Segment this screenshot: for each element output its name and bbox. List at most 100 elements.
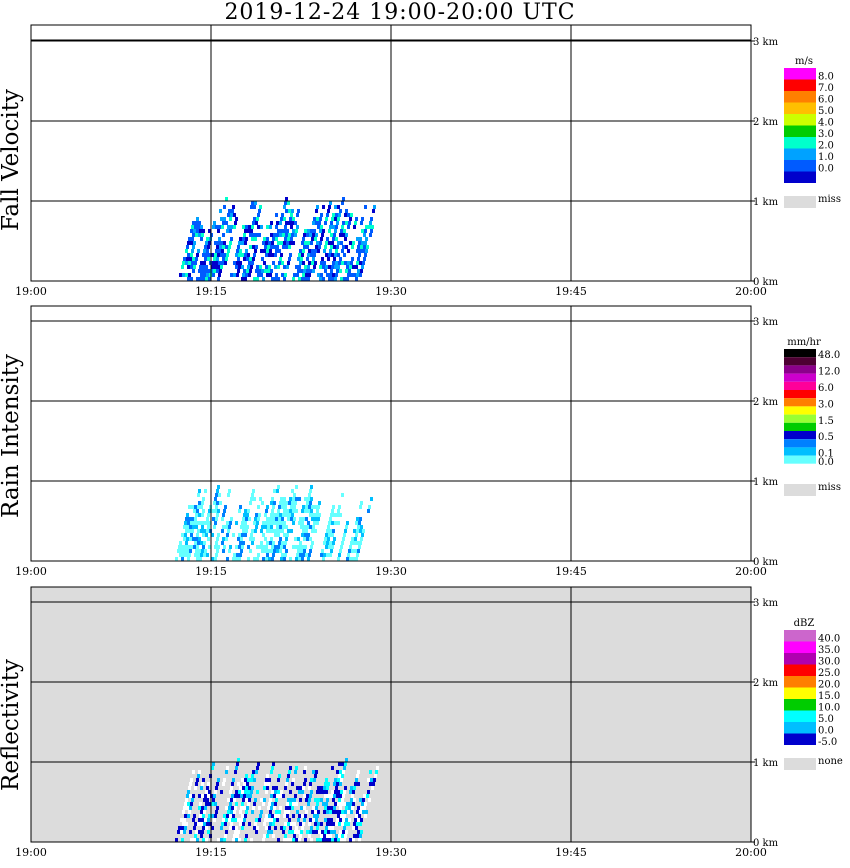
fall-velocity-echo-cell <box>211 265 214 269</box>
fall-velocity-echo-cell <box>186 245 189 249</box>
rain-intensity-echo-cell <box>303 537 306 541</box>
reflectivity-echo-cell <box>216 806 219 810</box>
reflectivity-echo-cell <box>360 818 363 822</box>
fall-velocity-echo-cell <box>339 269 342 273</box>
fall-velocity-echo-cell <box>230 225 233 229</box>
reflectivity-echo-cell <box>274 814 277 818</box>
rain-intensity-echo-cell <box>311 505 314 509</box>
fall-velocity-echo-cell <box>217 241 220 245</box>
fall-velocity-echo-cell <box>238 265 241 269</box>
rain-intensity-echo-cell <box>198 549 201 553</box>
fall-velocity-echo-cell <box>283 205 286 209</box>
fall-velocity-echo-cell <box>328 241 331 245</box>
reflectivity-echo-cell <box>324 806 327 810</box>
reflectivity-echo-cell <box>286 778 289 782</box>
rain-intensity-legend-label: 0.5 <box>818 432 834 443</box>
fall-velocity-echo-cell <box>333 233 336 237</box>
reflectivity-echo-cell <box>324 830 327 834</box>
fall-velocity-echo-cell <box>234 221 237 225</box>
fall-velocity-echo-cell <box>197 225 200 229</box>
fall-velocity-echo-cell <box>199 277 202 281</box>
rain-intensity-echo-cell <box>228 489 231 493</box>
reflectivity-echo-cell <box>213 794 216 798</box>
fall-velocity-echo-cell <box>265 241 268 245</box>
rain-intensity-echo-cell <box>291 501 294 505</box>
fall-velocity-echo-cell <box>236 261 239 265</box>
reflectivity-echo-cell <box>229 814 232 818</box>
reflectivity-echo-cell <box>192 818 195 822</box>
fall-velocity-echo-cell <box>266 249 269 253</box>
rain-intensity-echo-cell <box>324 537 327 541</box>
rain-intensity-echo-cell <box>282 525 285 529</box>
fall-velocity-echo-cell <box>271 253 274 257</box>
fall-velocity-echo-cell <box>238 253 241 257</box>
fall-velocity-echo-cell <box>338 213 341 217</box>
fall-velocity-echo-cell <box>232 205 235 209</box>
fall-velocity-echo-cell <box>187 277 190 281</box>
fall-velocity-echo-cell <box>221 249 224 253</box>
reflectivity-legend-missing-label: none <box>818 756 843 767</box>
rain-intensity-echo-cell <box>273 489 276 493</box>
fall-velocity-echo-cell <box>357 245 360 249</box>
reflectivity-echo-cell <box>299 834 302 838</box>
rain-intensity-echo-cell <box>312 513 315 517</box>
fall-velocity-echo-cell <box>335 261 338 265</box>
fall-velocity-echo-cell <box>280 217 283 221</box>
rain-intensity-echo-cell <box>330 513 333 517</box>
fall-velocity-echo-cell <box>225 257 228 261</box>
fall-velocity-echo-cell <box>366 245 369 249</box>
reflectivity-legend-label: 35.0 <box>818 645 840 656</box>
reflectivity-xtick-label: 19:30 <box>375 846 407 859</box>
fall-velocity-echo-cell <box>255 221 258 225</box>
reflectivity-echo-cell <box>272 822 275 826</box>
rain-intensity-echo-cell <box>307 521 310 525</box>
reflectivity-echo-cell <box>303 818 306 822</box>
reflectivity-echo-cell <box>321 830 324 834</box>
fall-velocity-echo-cell <box>270 269 273 273</box>
fall-velocity-echo-cell <box>292 277 295 281</box>
fall-velocity-echo-cell <box>206 249 209 253</box>
rain-intensity-echo-cell <box>327 537 330 541</box>
fall-velocity-echo-cell <box>345 245 348 249</box>
reflectivity-echo-cell <box>267 806 270 810</box>
reflectivity-echo-cell <box>363 794 366 798</box>
reflectivity-echo-cell <box>227 798 230 802</box>
reflectivity-echo-cell <box>265 814 268 818</box>
fall-velocity-echo-cell <box>262 241 265 245</box>
rain-intensity-echo-cell <box>265 545 268 549</box>
fall-velocity-echo-cell <box>269 225 272 229</box>
rain-intensity-echo-cell <box>250 533 253 537</box>
reflectivity-echo-cell <box>253 826 256 830</box>
reflectivity-ytick-label: 0 km <box>753 838 779 849</box>
reflectivity-echo-cell <box>240 818 243 822</box>
reflectivity-echo-cell <box>198 830 201 834</box>
fall-velocity-echo-cell <box>295 265 298 269</box>
rain-intensity-echo-cell <box>228 549 231 553</box>
fall-velocity-echo-cell <box>282 233 285 237</box>
fall-velocity-echo-cell <box>190 229 193 233</box>
fall-velocity-echo-cell <box>257 213 260 217</box>
reflectivity-echo-cell <box>289 790 292 794</box>
rain-intensity-echo-cell <box>251 529 254 533</box>
rain-intensity-echo-cell <box>287 529 290 533</box>
rain-intensity-echo-cell <box>203 541 206 545</box>
rain-intensity-echo-cell <box>262 533 265 537</box>
fall-velocity-echo-cell <box>361 229 364 233</box>
fall-velocity-echo-cell <box>179 273 182 277</box>
rain-intensity-echo-cell <box>292 509 295 513</box>
rain-intensity-echo-cell <box>354 549 357 553</box>
fall-velocity-echo-cell <box>276 245 279 249</box>
reflectivity-echo-cell <box>361 802 364 806</box>
fall-velocity-echo-cell <box>195 221 198 225</box>
rain-intensity-echo-cell <box>190 545 193 549</box>
fall-velocity-echo-cell <box>323 261 326 265</box>
rain-intensity-echo-cell <box>309 537 312 541</box>
rain-intensity-echo-cell <box>237 537 240 541</box>
rain-intensity-echo-cell <box>308 493 311 497</box>
fall-velocity-echo-cell <box>244 253 247 257</box>
rain-intensity-echo-cell <box>281 505 284 509</box>
rain-intensity-echo-cell <box>357 525 360 529</box>
rain-intensity-echo-cell <box>279 537 282 541</box>
rain-intensity-echo-cell <box>340 545 343 549</box>
fall-velocity-echo-cell <box>251 225 254 229</box>
